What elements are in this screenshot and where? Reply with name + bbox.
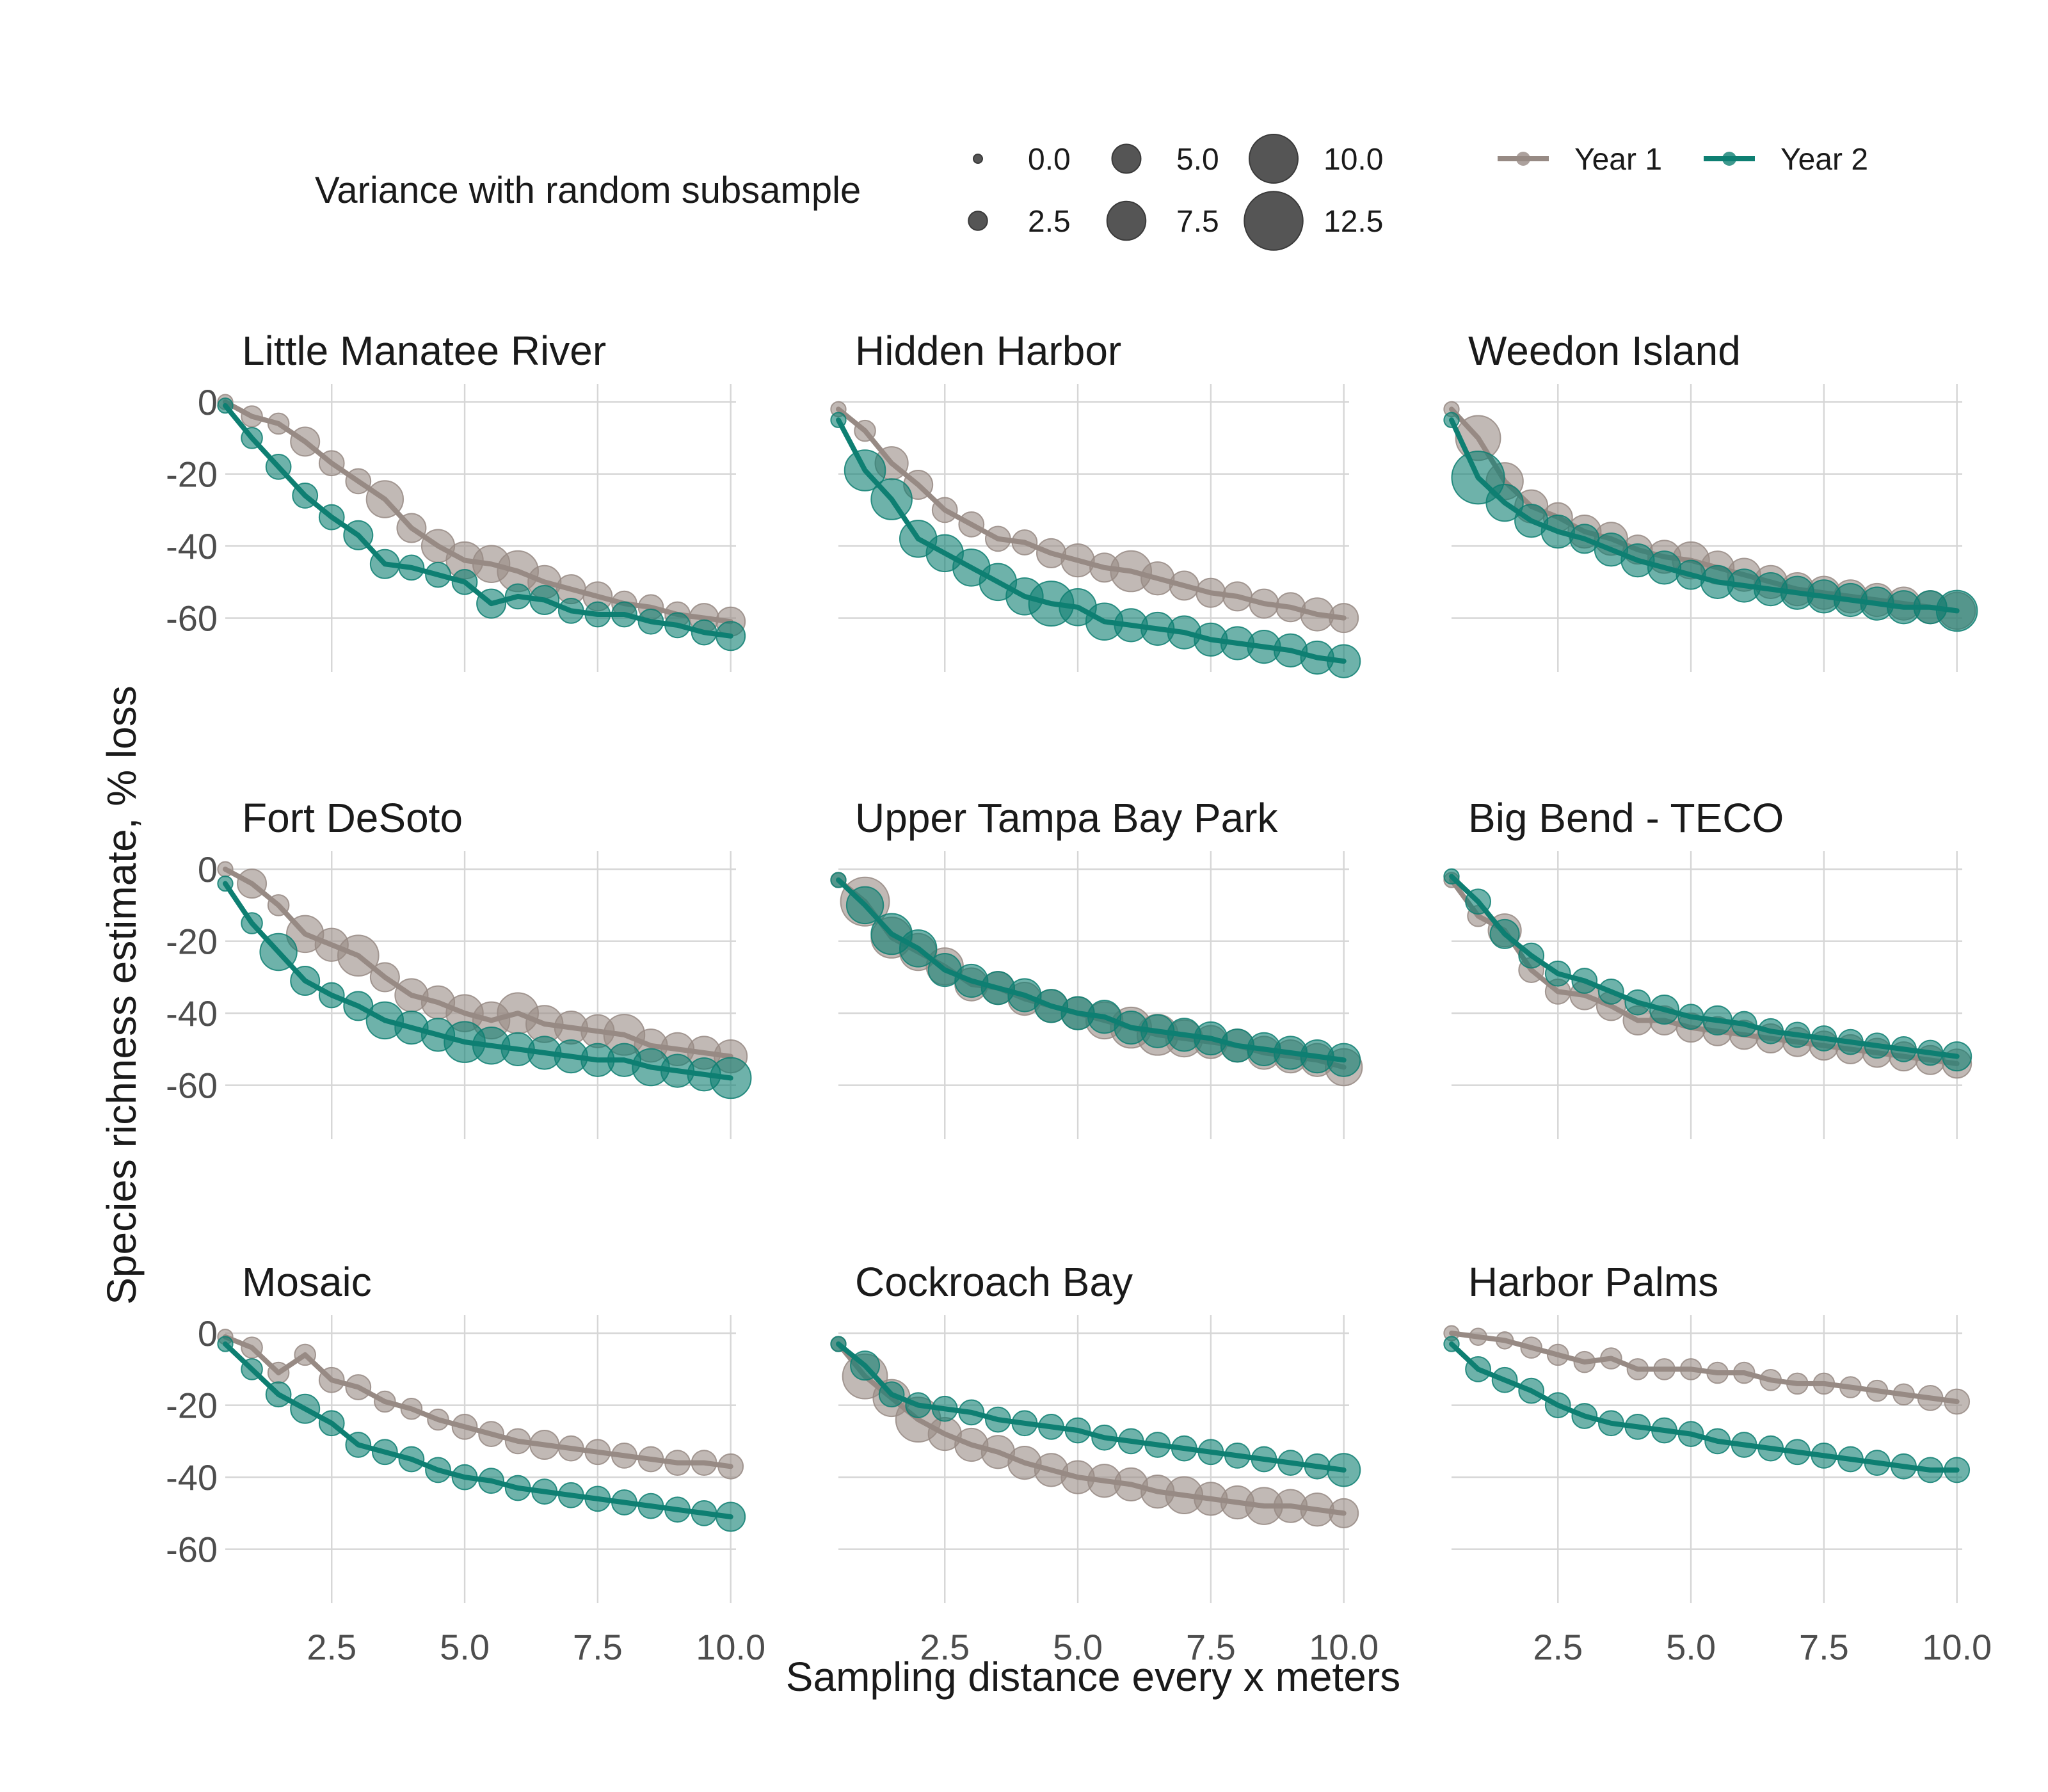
- y-tick-label: 0: [198, 382, 218, 422]
- series-line: [1449, 1331, 1960, 1404]
- series-key-label: Year 1: [1574, 143, 1662, 177]
- size-key-label: 10.0: [1324, 143, 1383, 177]
- series-year-1: [1443, 1325, 1971, 1415]
- x-tick-label: 5.0: [1666, 1627, 1716, 1667]
- series-year-2: [830, 1336, 1361, 1487]
- series-year-2: [217, 397, 746, 652]
- series-year-2: [1443, 412, 1978, 632]
- size-key: [1249, 134, 1299, 184]
- panel-title: Weedon Island: [1468, 328, 1741, 374]
- series-line: [1449, 874, 1960, 1059]
- series-line: [223, 399, 733, 625]
- size-key: [973, 154, 983, 164]
- series-year-2: [1443, 868, 1972, 1072]
- series-year-1: [830, 401, 1359, 634]
- series-line: [223, 867, 733, 1059]
- size-key: [968, 211, 988, 231]
- x-tick-label: 2.5: [920, 1627, 970, 1667]
- panel-3: Weedon Island: [1443, 328, 1978, 672]
- legend: Variance with random subsample 0.0 2.5 5.0…: [315, 134, 1868, 251]
- series-year-2: [830, 872, 1361, 1077]
- series-key-label: Year 2: [1780, 143, 1868, 177]
- size-legend: 0.0 2.5 5.0 7.5 10.0 12.5: [968, 134, 1383, 251]
- y-tick-label: -60: [166, 1066, 218, 1106]
- size-key-label: 7.5: [1176, 205, 1219, 239]
- panel-title: Fort DeSoto: [242, 795, 463, 841]
- panel-8: Cockroach Bay 2.5 5.0 7.5 10.0: [830, 1259, 1379, 1667]
- y-tick-label: -60: [166, 1530, 218, 1570]
- y-tick-label: -20: [166, 1386, 218, 1426]
- size-legend-title: Variance with random subsample: [315, 170, 861, 211]
- size-key: [1244, 191, 1304, 251]
- y-tick-label: -40: [166, 993, 218, 1034]
- series-year-2: [217, 1336, 746, 1532]
- x-tick-label: 7.5: [1186, 1627, 1236, 1667]
- series-key-point: [1516, 152, 1530, 166]
- size-key-label: 12.5: [1324, 205, 1383, 239]
- series-line: [1449, 417, 1960, 614]
- series-legend: Year 1 Year 2: [1498, 143, 1868, 177]
- series-line: [836, 877, 1347, 1063]
- panel-title: Big Bend - TECO: [1468, 795, 1784, 841]
- y-tick-label: 0: [198, 849, 218, 890]
- panel-title: Hidden Harbor: [855, 328, 1121, 374]
- size-key: [1106, 200, 1147, 241]
- y-tick-label: 0: [198, 1313, 218, 1354]
- series-line: [836, 406, 1347, 621]
- y-tick-label: -20: [166, 454, 218, 495]
- size-key: [1111, 143, 1142, 174]
- size-key-label: 5.0: [1176, 143, 1219, 177]
- x-tick-label: 7.5: [573, 1627, 623, 1667]
- y-tick-label: -40: [166, 1457, 218, 1498]
- x-tick-label: 10.0: [1922, 1627, 1992, 1667]
- panel-4: Fort DeSoto 0 -20 -40 -60: [166, 795, 752, 1139]
- panel-2: Hidden Harbor: [830, 328, 1361, 678]
- x-tick-label: 2.5: [307, 1627, 356, 1667]
- x-tick-label: 5.0: [440, 1627, 490, 1667]
- series-line: [223, 881, 733, 1081]
- series-year-2: [1443, 1336, 1971, 1484]
- panel-title: Upper Tampa Bay Park: [855, 795, 1278, 841]
- x-axis-title: Sampling distance every x meters: [786, 1654, 1400, 1700]
- y-tick-label: -60: [166, 598, 218, 639]
- series-line: [223, 1334, 733, 1469]
- facet-panels: Little Manatee River 0 -20 -40 -60 Hidden Har…: [166, 328, 1992, 1667]
- y-tick-label: -20: [166, 922, 218, 962]
- x-tick-label: 7.5: [1799, 1627, 1849, 1667]
- series-line: [836, 1341, 1347, 1473]
- panel-1: Little Manatee River 0 -20 -40 -60: [166, 328, 746, 672]
- series-line: [223, 403, 733, 639]
- panel-5: Upper Tampa Bay Park: [830, 795, 1363, 1139]
- series-line: [223, 1341, 733, 1519]
- panel-title: Mosaic: [242, 1259, 372, 1305]
- x-tick-label: 2.5: [1533, 1627, 1583, 1667]
- series-key-point: [1722, 152, 1736, 166]
- panel-6: Big Bend - TECO: [1443, 795, 1972, 1139]
- size-key-label: 0.0: [1028, 143, 1071, 177]
- series-year-1: [830, 1336, 1359, 1528]
- panel-title: Harbor Palms: [1468, 1259, 1718, 1305]
- size-key-label: 2.5: [1028, 205, 1071, 239]
- y-axis-title: Species richness estimate, % loss: [99, 685, 145, 1305]
- panel-title: Little Manatee River: [242, 328, 606, 374]
- x-tick-label: 5.0: [1053, 1627, 1103, 1667]
- x-tick-label: 10.0: [696, 1627, 765, 1667]
- series-line: [1449, 1341, 1960, 1473]
- series-line: [836, 1341, 1347, 1516]
- series-line: [836, 417, 1347, 664]
- series-year-2: [217, 875, 752, 1100]
- y-tick-label: -40: [166, 526, 218, 566]
- series-year-1: [217, 1329, 744, 1480]
- panel-7: Mosaic 0 -20 -40 -60 2.5 5.0 7.5 10.0: [166, 1259, 765, 1667]
- series-year-2: [830, 412, 1361, 678]
- panel-9: Harbor Palms 2.5 5.0 7.5 10.0: [1443, 1259, 1992, 1667]
- x-tick-label: 10.0: [1309, 1627, 1379, 1667]
- panel-title: Cockroach Bay: [855, 1259, 1133, 1305]
